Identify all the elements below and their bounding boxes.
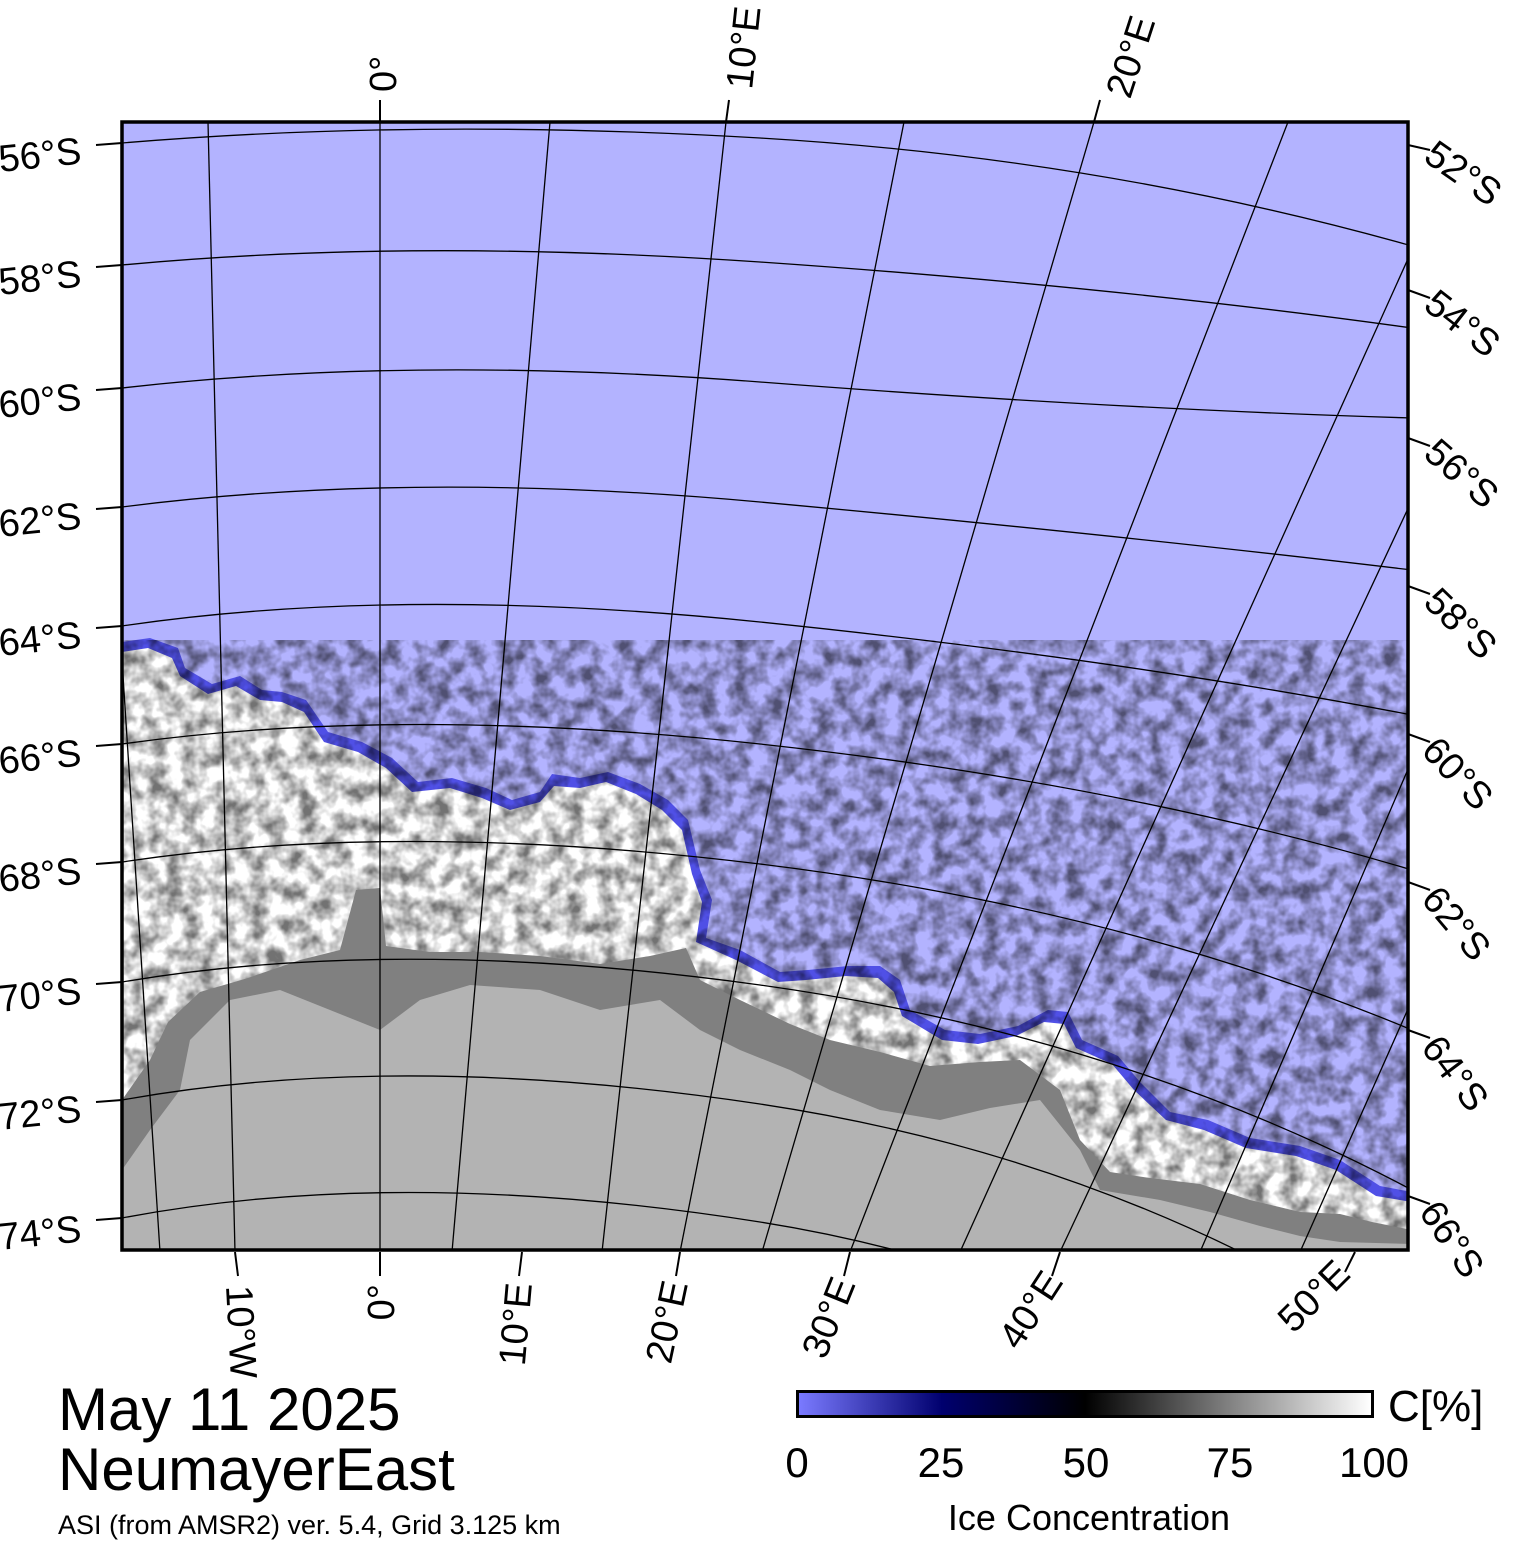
lat-label-right: 52°S bbox=[1417, 133, 1509, 215]
lon-label-bottom: 10°E bbox=[492, 1281, 541, 1367]
lat-label-right: 60°S bbox=[1413, 729, 1500, 818]
colorbar-tick: 50 bbox=[1062, 1439, 1110, 1486]
lat-label-right: 56°S bbox=[1416, 431, 1506, 517]
colorbar-unit: C[%] bbox=[1388, 1382, 1484, 1431]
map-date-title: May 11 2025 bbox=[58, 1376, 401, 1443]
lon-label-top: 0° bbox=[363, 56, 405, 92]
map-frame bbox=[120, 120, 1410, 1252]
lat-label-left: 58°S bbox=[0, 254, 83, 304]
lon-label-bottom: 30°E bbox=[794, 1272, 864, 1365]
colorbar-tick: 0 bbox=[785, 1439, 809, 1486]
lat-label-right: 54°S bbox=[1416, 282, 1507, 366]
lat-label-left: 72°S bbox=[0, 1089, 83, 1139]
graticule-ticks bbox=[95, 99, 1431, 1277]
lon-label-bottom: 40°E bbox=[991, 1264, 1071, 1356]
lat-label-right: 64°S bbox=[1413, 1028, 1496, 1119]
lat-label-left: 64°S bbox=[0, 615, 83, 665]
graticule-meridians bbox=[122, 122, 1408, 1250]
lon-label-top: 10°E bbox=[719, 4, 769, 91]
colorbar-tick: 75 bbox=[1206, 1439, 1254, 1486]
lat-label-left: 56°S bbox=[0, 131, 83, 181]
product-info: ASI (from AMSR2) ver. 5.4, Grid 3.125 km bbox=[58, 1510, 561, 1540]
left-latitude-labels: 56°S 58°S 60°S 62°S 64°S 66°S 68°S 70°S … bbox=[0, 131, 83, 1259]
lat-label-left: 62°S bbox=[0, 496, 83, 546]
map-region-title: NeumayerEast bbox=[58, 1436, 455, 1503]
lon-label-bottom: 0° bbox=[361, 1284, 403, 1320]
top-longitude-labels: 0° 10°E 20°E bbox=[363, 4, 1164, 103]
lat-label-left: 60°S bbox=[0, 377, 83, 427]
colorbar-tick: 25 bbox=[917, 1439, 965, 1486]
bottom-longitude-labels: 10°W 0° 10°E 20°E 30°E 40°E 50°E bbox=[217, 1253, 1358, 1380]
lon-label-top: 20°E bbox=[1099, 11, 1165, 103]
lat-label-left: 66°S bbox=[0, 733, 83, 783]
land-area bbox=[122, 985, 1408, 1250]
lon-label-bottom: 20°E bbox=[639, 1277, 697, 1367]
lat-label-left: 70°S bbox=[0, 971, 83, 1021]
ice-concentration-colorbar bbox=[796, 1390, 1374, 1418]
lat-label-right: 66°S bbox=[1411, 1194, 1492, 1286]
lon-label-bottom: 50°E bbox=[1270, 1253, 1358, 1341]
colorbar-label: Ice Concentration bbox=[947, 1497, 1231, 1538]
lat-label-left: 68°S bbox=[0, 851, 83, 901]
graticule-parallels bbox=[122, 128, 1408, 1250]
lat-label-left: 74°S bbox=[0, 1209, 83, 1259]
colorbar-tick: 100 bbox=[1338, 1439, 1410, 1486]
lat-label-right: 62°S bbox=[1413, 879, 1498, 969]
right-latitude-labels: 52°S 54°S 56°S 58°S 60°S 62°S 64°S 66°S bbox=[1411, 133, 1509, 1286]
lon-label-bottom: 10°W bbox=[217, 1284, 264, 1380]
